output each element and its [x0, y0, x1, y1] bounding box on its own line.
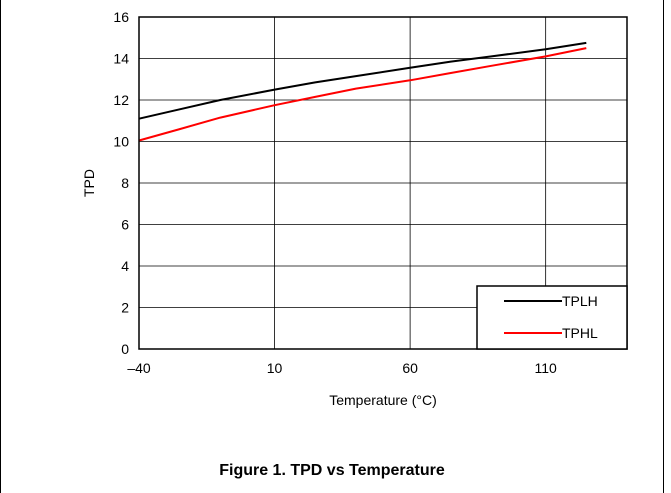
legend-label-tplh: TPLH [562, 293, 598, 309]
y-tick-label: 2 [121, 300, 129, 316]
y-tick-label: 16 [113, 9, 129, 25]
y-tick-label: 14 [113, 51, 129, 67]
series-line-tplh [138, 41, 587, 120]
x-tick-label: 60 [402, 360, 418, 376]
figure-caption: Figure 1. TPD vs Temperature [219, 462, 445, 479]
y-tick-label: 6 [121, 217, 129, 233]
y-tick-label: 8 [121, 175, 129, 191]
x-tick-label: 10 [267, 360, 283, 376]
y-tick-label: 4 [121, 258, 129, 274]
chart: 0 2 4 6 8 10 12 14 16 –40 10 60 110 Temperature (°C)… [81, 9, 628, 408]
tick-labels: 0 2 4 6 8 10 12 14 16 –40 10 60 110 [113, 9, 557, 376]
plot-area [138, 16, 628, 350]
grid [139, 17, 627, 349]
y-tick-label: 10 [113, 134, 129, 150]
y-axis-label: TPD [81, 169, 97, 197]
legend: TPLH TPHL [476, 285, 628, 350]
series-layer [138, 41, 587, 142]
y-tick-label: 12 [113, 92, 129, 108]
legend-label-tphl: TPHL [562, 325, 598, 341]
legend-box [476, 285, 628, 350]
x-tick-label: 110 [535, 360, 558, 376]
series-line-tphl [138, 47, 587, 142]
x-tick-label: –40 [127, 360, 151, 376]
y-tick-label: 0 [121, 341, 129, 357]
x-axis-label: Temperature (°C) [329, 392, 437, 408]
